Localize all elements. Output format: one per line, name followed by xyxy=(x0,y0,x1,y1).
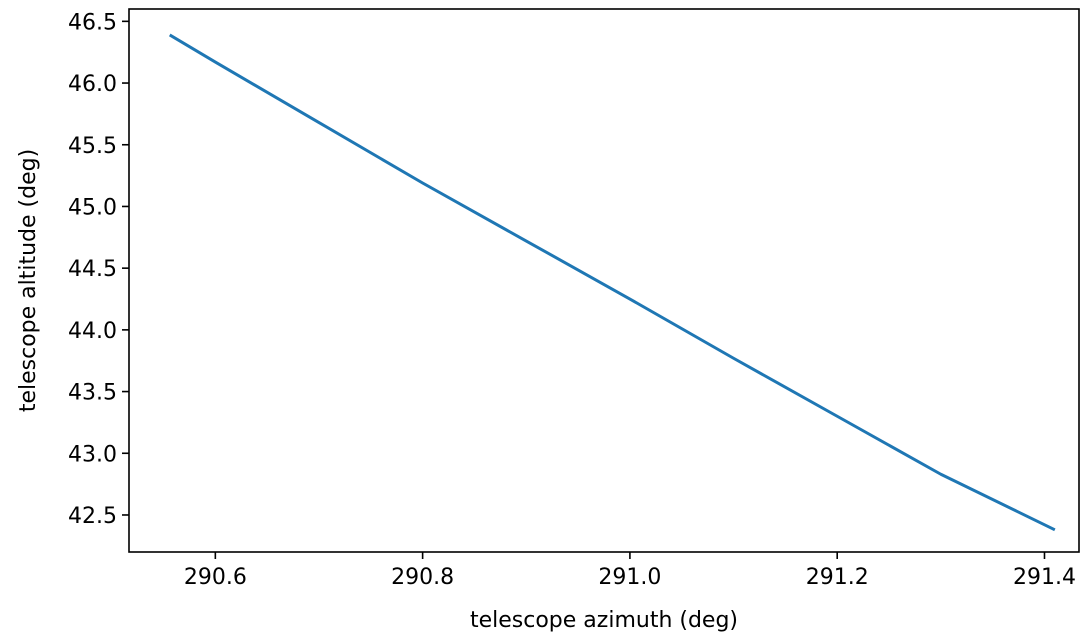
y-tick-label: 43.5 xyxy=(68,381,117,406)
y-tick-label: 44.0 xyxy=(68,319,117,344)
y-tick-label: 45.0 xyxy=(68,195,117,220)
x-tick-label: 291.2 xyxy=(806,565,869,590)
series-line xyxy=(168,33,1056,532)
x-axis-ticks: 290.6 290.8 291.0 291.2 291.4 xyxy=(184,552,1076,590)
x-axis-label: telescope azimuth (deg) xyxy=(470,608,738,633)
y-axis-label: telescope altitude (deg) xyxy=(16,149,41,412)
plot-frame xyxy=(128,8,1080,553)
y-axis-ticks: 42.5 43.0 43.5 44.0 44.5 45.0 45.5 46.0 46.5 xyxy=(68,10,129,529)
y-tick-label: 43.0 xyxy=(68,442,117,467)
y-tick-label: 42.5 xyxy=(68,504,117,529)
y-tick-label: 46.5 xyxy=(68,10,117,35)
x-tick-label: 290.6 xyxy=(184,565,247,590)
y-tick-label: 45.5 xyxy=(68,134,117,159)
plot-series xyxy=(168,33,1056,532)
x-tick-label: 291.4 xyxy=(1013,565,1076,590)
x-tick-label: 290.8 xyxy=(391,565,454,590)
x-tick-label: 291.0 xyxy=(598,565,661,590)
y-tick-label: 46.0 xyxy=(68,72,117,97)
y-tick-label: 44.5 xyxy=(68,257,117,282)
